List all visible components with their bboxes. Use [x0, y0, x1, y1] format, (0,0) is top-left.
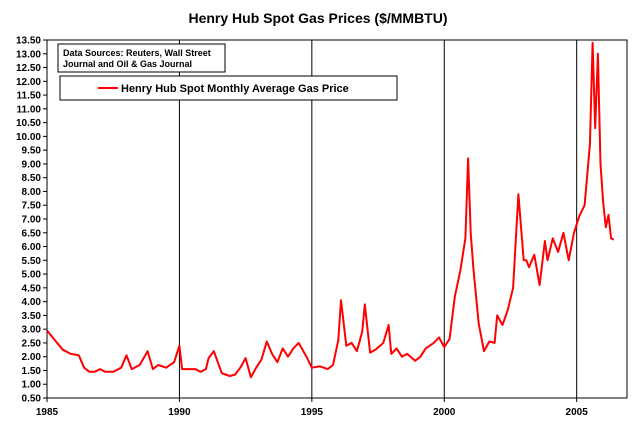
y-tick-label: 10.00 — [16, 132, 41, 143]
y-tick-label: 7.00 — [22, 215, 42, 226]
y-tick-label: 1.00 — [22, 380, 42, 391]
y-tick-label: 12.00 — [16, 77, 41, 88]
y-tick-label: 6.00 — [22, 242, 42, 253]
data-source-note: Data Sources: Reuters, Wall Street Journ… — [57, 43, 226, 73]
data-source-note-line-1: Data Sources: Reuters, Wall Street — [63, 48, 211, 58]
x-tick-label: 1985 — [36, 407, 59, 418]
data-source-note-line-2: Journal and Oil & Gas Journal — [63, 59, 192, 69]
y-tick-label: 2.00 — [22, 352, 42, 363]
y-tick-label: 9.00 — [22, 159, 42, 170]
x-tick-label: 2005 — [566, 407, 589, 418]
y-tick-label: 1.50 — [22, 366, 42, 377]
y-tick-label: 13.50 — [16, 36, 41, 47]
y-tick-label: 3.50 — [22, 311, 42, 322]
y-tick-label: 4.00 — [22, 297, 42, 308]
legend-label: Henry Hub Spot Monthly Average Gas Price — [121, 83, 349, 95]
y-tick-label: 2.50 — [22, 338, 42, 349]
y-axis: 13.50 13.00 12.50 12.00 11.50 11.00 10.50 10.00… — [16, 36, 47, 405]
y-tick-label: 5.50 — [22, 256, 42, 267]
y-tick-label: 4.50 — [22, 283, 42, 294]
x-tick-label: 1995 — [301, 407, 324, 418]
y-tick-label: 0.50 — [22, 394, 42, 405]
y-tick-label: 10.50 — [16, 118, 41, 129]
legend: Henry Hub Spot Monthly Average Gas Price — [59, 75, 398, 101]
series-group — [46, 41, 615, 379]
y-tick-label: 12.50 — [16, 63, 41, 74]
x-tick-label: 1990 — [168, 407, 191, 418]
y-tick-label: 13.00 — [16, 49, 41, 60]
data-source-note-box — [57, 43, 226, 73]
y-tick-label: 11.00 — [17, 104, 42, 115]
y-tick-label: 11.50 — [17, 91, 42, 102]
y-tick-label: 8.00 — [22, 187, 42, 198]
x-tick-label: 2000 — [433, 407, 456, 418]
y-tick-label: 5.00 — [22, 270, 42, 281]
series-line-0 — [46, 41, 615, 379]
y-tick-label: 9.50 — [22, 146, 42, 157]
chart-title: Henry Hub Spot Gas Prices ($/MMBTU) — [188, 10, 447, 26]
y-tick-label: 6.50 — [22, 228, 42, 239]
y-tick-label: 3.00 — [22, 325, 42, 336]
x-axis: 1985 1990 1995 2000 2005 — [36, 398, 588, 418]
y-tick-label: 7.50 — [22, 201, 42, 212]
y-tick-label: 8.50 — [22, 173, 42, 184]
